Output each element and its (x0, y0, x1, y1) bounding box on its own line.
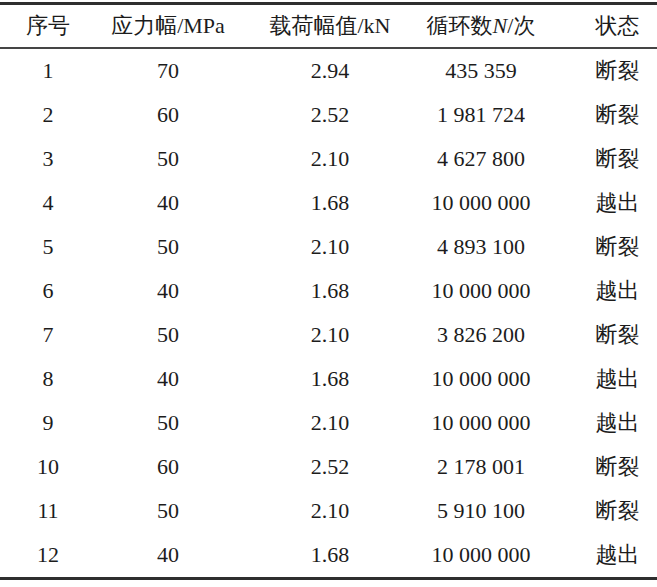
cell-load-amplitude: 2.10 (240, 401, 420, 445)
cell-cycle-count: 4 627 800 (420, 137, 542, 181)
cell-status: 断裂 (542, 137, 657, 181)
cell-index: 4 (0, 181, 96, 225)
cell-stress-amplitude: 40 (96, 533, 240, 579)
table-row: 8401.6810 000 000越出 (0, 357, 657, 401)
col-header-status: 状态 (542, 4, 657, 49)
cell-status: 断裂 (542, 93, 657, 137)
cell-cycle-count: 10 000 000 (420, 357, 542, 401)
cell-load-amplitude: 2.10 (240, 225, 420, 269)
cell-stress-amplitude: 60 (96, 93, 240, 137)
cell-load-amplitude: 2.10 (240, 137, 420, 181)
cell-status: 越出 (542, 269, 657, 313)
cell-status: 断裂 (542, 313, 657, 357)
cell-status: 断裂 (542, 489, 657, 533)
col-header-index: 序号 (0, 4, 96, 49)
cell-load-amplitude: 2.52 (240, 445, 420, 489)
table-row: 11502.105 910 100断裂 (0, 489, 657, 533)
col-header-cycle-count: 循环数N/次 (420, 4, 542, 49)
cell-cycle-count: 435 359 (420, 48, 542, 93)
col-header-load-amplitude: 载荷幅值/kN (240, 4, 420, 49)
cell-index: 8 (0, 357, 96, 401)
cell-cycle-count: 5 910 100 (420, 489, 542, 533)
cell-cycle-count: 10 000 000 (420, 401, 542, 445)
cell-load-amplitude: 2.94 (240, 48, 420, 93)
cycle-count-label-suffix: /次 (507, 13, 535, 38)
cell-status: 越出 (542, 357, 657, 401)
cell-stress-amplitude: 70 (96, 48, 240, 93)
cell-load-amplitude: 2.52 (240, 93, 420, 137)
table-row: 1702.94435 359断裂 (0, 48, 657, 93)
cell-cycle-count: 1 981 724 (420, 93, 542, 137)
cell-status: 越出 (542, 533, 657, 579)
cell-stress-amplitude: 40 (96, 181, 240, 225)
cell-cycle-count: 10 000 000 (420, 269, 542, 313)
cell-index: 6 (0, 269, 96, 313)
table-row: 2602.521 981 724断裂 (0, 93, 657, 137)
cell-status: 断裂 (542, 445, 657, 489)
cell-load-amplitude: 2.10 (240, 489, 420, 533)
cell-stress-amplitude: 60 (96, 445, 240, 489)
cycle-count-variable-n: N (493, 13, 508, 38)
fatigue-test-results-table: 序号 应力幅/MPa 载荷幅值/kN 循环数N/次 状态 1702.94435 … (0, 2, 657, 580)
page: 序号 应力幅/MPa 载荷幅值/kN 循环数N/次 状态 1702.94435 … (0, 0, 657, 587)
cell-status: 越出 (542, 181, 657, 225)
cell-index: 11 (0, 489, 96, 533)
table-body: 1702.94435 359断裂2602.521 981 724断裂3502.1… (0, 48, 657, 579)
cell-cycle-count: 4 893 100 (420, 225, 542, 269)
cell-load-amplitude: 1.68 (240, 181, 420, 225)
cell-stress-amplitude: 50 (96, 137, 240, 181)
cell-cycle-count: 10 000 000 (420, 533, 542, 579)
cell-stress-amplitude: 50 (96, 225, 240, 269)
cell-load-amplitude: 1.68 (240, 357, 420, 401)
cell-stress-amplitude: 40 (96, 357, 240, 401)
table-row: 10602.522 178 001断裂 (0, 445, 657, 489)
cell-index: 1 (0, 48, 96, 93)
table-row: 3502.104 627 800断裂 (0, 137, 657, 181)
cell-stress-amplitude: 50 (96, 401, 240, 445)
cell-stress-amplitude: 40 (96, 269, 240, 313)
cell-index: 2 (0, 93, 96, 137)
cell-status: 断裂 (542, 225, 657, 269)
cell-status: 越出 (542, 401, 657, 445)
cell-load-amplitude: 2.10 (240, 313, 420, 357)
table-row: 9502.1010 000 000越出 (0, 401, 657, 445)
cell-stress-amplitude: 50 (96, 313, 240, 357)
cell-cycle-count: 2 178 001 (420, 445, 542, 489)
cell-status: 断裂 (542, 48, 657, 93)
cycle-count-label-prefix: 循环数 (427, 13, 493, 38)
table-row: 5502.104 893 100断裂 (0, 225, 657, 269)
header-row: 序号 应力幅/MPa 载荷幅值/kN 循环数N/次 状态 (0, 4, 657, 49)
cell-load-amplitude: 1.68 (240, 269, 420, 313)
cell-cycle-count: 10 000 000 (420, 181, 542, 225)
cell-load-amplitude: 1.68 (240, 533, 420, 579)
cell-index: 10 (0, 445, 96, 489)
table-row: 7502.103 826 200断裂 (0, 313, 657, 357)
cell-stress-amplitude: 50 (96, 489, 240, 533)
table-row: 4401.6810 000 000越出 (0, 181, 657, 225)
cell-cycle-count: 3 826 200 (420, 313, 542, 357)
cell-index: 3 (0, 137, 96, 181)
col-header-stress-amplitude: 应力幅/MPa (96, 4, 240, 49)
cell-index: 9 (0, 401, 96, 445)
cell-index: 5 (0, 225, 96, 269)
cell-index: 12 (0, 533, 96, 579)
cell-index: 7 (0, 313, 96, 357)
table-row: 6401.6810 000 000越出 (0, 269, 657, 313)
table-row: 12401.6810 000 000越出 (0, 533, 657, 579)
